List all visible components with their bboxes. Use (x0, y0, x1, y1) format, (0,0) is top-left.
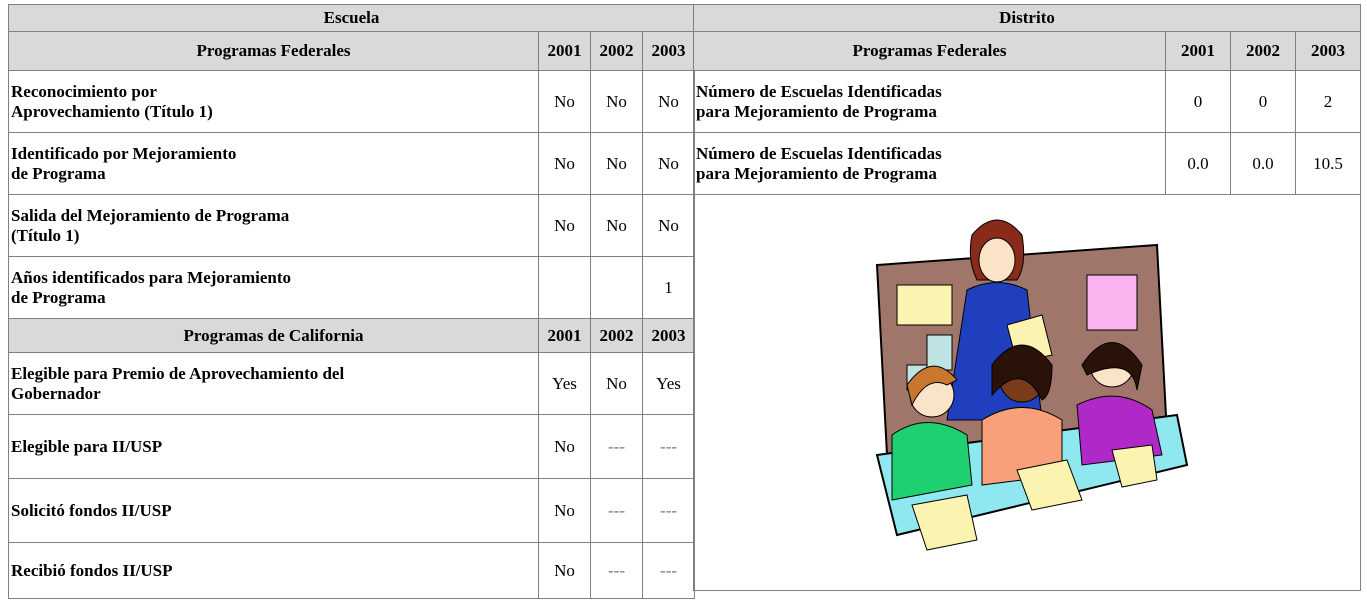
escuela-table: Escuela Programas Federales 2001 2002 2003 R… (7, 4, 696, 599)
data-row: Recibió fondos II/USP No --- --- (8, 542, 696, 599)
row-label: Número de Escuelas Identificadas para Me… (693, 70, 1166, 133)
section-header: Programas Federales (8, 31, 539, 71)
image-cell (692, 194, 1362, 591)
cell-value: No (538, 542, 591, 599)
cell-value: No (641, 194, 696, 257)
cell-value: 1 (641, 256, 696, 319)
section-header: Programas Federales (693, 31, 1166, 71)
header-row: Programas de California 2001 2002 2003 (8, 318, 696, 353)
cell-value: --- (590, 478, 643, 543)
row-label: Identificado por Mejoramiento de Program… (8, 132, 539, 195)
data-row: Elegible para Premio de Aprovechamiento … (8, 352, 696, 415)
cell-value: No (538, 194, 591, 257)
row-label: Años identificados para Mejoramiento de … (8, 256, 539, 319)
cell-value: --- (590, 542, 643, 599)
data-row: Solicitó fondos II/USP No --- --- (8, 478, 696, 543)
year-header: 2001 (538, 318, 591, 353)
cell-value: 2 (1294, 70, 1362, 133)
data-row: Elegible para II/USP No --- --- (8, 414, 696, 479)
cell-value: No (641, 132, 696, 195)
year-header: 2003 (1294, 31, 1362, 71)
cell-value: No (538, 478, 591, 543)
cell-value: No (590, 194, 643, 257)
cell-value: --- (590, 414, 643, 479)
header-row: Programas Federales 2001 2002 2003 (693, 31, 1362, 71)
cell-value: 10.5 (1294, 132, 1362, 195)
data-row: Número de Escuelas Identificadas para Me… (693, 132, 1362, 195)
data-row: Salida del Mejoramiento de Programa (Tít… (8, 194, 696, 257)
cell-value: Yes (641, 352, 696, 415)
cell-value: --- (641, 478, 696, 543)
row-label: Elegible para Premio de Aprovechamiento … (8, 352, 539, 415)
cell-value: --- (641, 414, 696, 479)
cell-value: 0 (1230, 70, 1296, 133)
data-row: Años identificados para Mejoramiento de … (8, 256, 696, 319)
cell-value: Yes (538, 352, 591, 415)
header-row: Programas Federales 2001 2002 2003 (8, 31, 696, 71)
cell-value: 0.0 (1230, 132, 1296, 195)
year-header: 2003 (641, 31, 696, 71)
data-row: Identificado por Mejoramiento de Program… (8, 132, 696, 195)
row-label: Reconocimiento por Aprovechamiento (Títu… (8, 70, 539, 133)
cell-value: No (538, 70, 591, 133)
data-row: Número de Escuelas Identificadas para Me… (693, 70, 1362, 133)
data-row: Reconocimiento por Aprovechamiento (Títu… (8, 70, 696, 133)
row-label: Número de Escuelas Identificadas para Me… (693, 132, 1166, 195)
distrito-table: Distrito Programas Federales 2001 2002 2003… (692, 4, 1362, 591)
cell-value (590, 256, 643, 319)
cell-value: No (590, 352, 643, 415)
year-header: 2001 (538, 31, 591, 71)
cell-value: --- (641, 542, 696, 599)
cell-value: No (590, 70, 643, 133)
row-label: Recibió fondos II/USP (8, 542, 539, 599)
image-row (692, 194, 1362, 591)
row-label: Salida del Mejoramiento de Programa (Tít… (8, 194, 539, 257)
cell-value (538, 256, 591, 319)
year-header: 2003 (641, 318, 696, 353)
cell-value: No (538, 414, 591, 479)
row-label: Solicitó fondos II/USP (8, 478, 539, 543)
cell-value: 0 (1165, 70, 1231, 133)
table-title: Distrito (692, 4, 1362, 32)
row-label: Elegible para II/USP (8, 414, 539, 479)
table-title: Escuela (7, 4, 696, 32)
cell-value: No (590, 132, 643, 195)
year-header: 2002 (1230, 31, 1296, 71)
year-header: 2001 (1165, 31, 1231, 71)
year-header: 2002 (590, 31, 643, 71)
cell-value: 0.0 (1165, 132, 1231, 195)
year-header: 2002 (590, 318, 643, 353)
cell-value: No (538, 132, 591, 195)
cell-value: No (641, 70, 696, 133)
clipart (875, 219, 1189, 551)
section-header: Programas de California (8, 318, 539, 353)
